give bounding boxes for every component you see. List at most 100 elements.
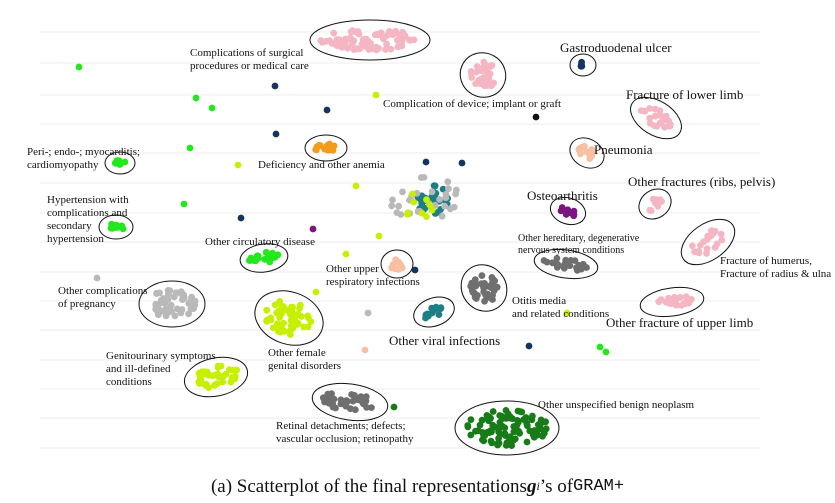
cluster-label: Other viral infections (389, 333, 500, 348)
data-point (502, 432, 509, 439)
cluster-label-line: respiratory infections (326, 276, 420, 288)
data-point (328, 39, 336, 47)
outlier-point (234, 161, 242, 169)
data-point (422, 314, 429, 322)
data-point (271, 301, 279, 309)
data-point (517, 408, 524, 416)
data-point (430, 306, 438, 314)
data-point (537, 416, 545, 424)
data-point (474, 427, 482, 435)
data-point (489, 278, 497, 285)
data-point (395, 265, 402, 273)
data-point (426, 201, 434, 209)
cluster-label: Other female genital disorders (268, 347, 341, 372)
cluster-ellipse (459, 52, 507, 98)
data-point (281, 305, 289, 313)
data-point (478, 272, 486, 279)
outlier-point (323, 106, 331, 114)
data-point (689, 242, 696, 250)
data-point (214, 370, 222, 378)
data-point (482, 80, 489, 87)
data-point (202, 381, 209, 389)
data-point (348, 41, 356, 48)
cluster-ellipse (413, 296, 455, 328)
data-point (468, 279, 476, 287)
outlier-point (192, 94, 200, 102)
data-point (287, 322, 295, 330)
data-point (166, 287, 174, 294)
cluster-label: Other hereditary, degenerative nervous sy… (518, 233, 640, 256)
cluster-label: Other complications of pregnancy (58, 285, 148, 310)
cluster-ellipse (569, 53, 597, 77)
data-point (481, 64, 488, 72)
data-point (586, 155, 594, 163)
outlier-point (602, 348, 610, 356)
data-point (488, 428, 495, 436)
data-point (399, 188, 406, 196)
cluster-ellipse (309, 19, 431, 61)
outlier-point (458, 159, 466, 167)
data-point (421, 204, 429, 212)
outlier-point (372, 91, 380, 99)
data-point (361, 42, 369, 50)
cluster-labels: Complications of surgical procedures or m… (27, 40, 831, 445)
cluster-label-line: of pregnancy (58, 298, 116, 310)
data-point (528, 416, 536, 424)
cluster-ellipse (183, 356, 249, 398)
data-point (342, 35, 349, 43)
data-point (717, 230, 725, 238)
grid-lines (40, 31, 760, 449)
data-point (467, 416, 475, 423)
data-point (435, 311, 443, 318)
data-point (496, 412, 504, 419)
data-point (231, 375, 239, 383)
cluster-label-line: Other upper (326, 263, 379, 275)
data-point (305, 314, 312, 322)
cluster-label-line: Other female (268, 347, 326, 359)
data-point (368, 404, 375, 411)
cluster-label-line: Retinal detachments; defects; (276, 420, 406, 432)
cluster-ellipse (311, 382, 389, 422)
data-point (488, 439, 496, 447)
data-point (217, 362, 225, 370)
cluster-outlines (98, 19, 736, 456)
data-point (707, 232, 715, 240)
data-point (330, 395, 338, 403)
outlier-point (272, 130, 280, 138)
data-point (383, 40, 390, 48)
data-point (523, 420, 531, 427)
outlier-point (93, 274, 101, 282)
data-point (557, 207, 565, 215)
data-point (389, 196, 396, 204)
data-point (478, 416, 486, 424)
data-point (394, 36, 401, 44)
data-point (442, 190, 450, 198)
outlier-point (361, 346, 369, 354)
data-point (480, 437, 488, 445)
cluster-ellipse (639, 286, 705, 318)
data-point (651, 105, 659, 113)
data-point (570, 207, 578, 215)
cluster-label-line: complications and (47, 207, 128, 219)
data-point (170, 293, 178, 301)
cluster-label-line: Fracture of humerus, (720, 255, 812, 267)
cluster-label: Retinal detachments; defects; vascular oc… (276, 420, 414, 445)
data-point (397, 211, 405, 218)
data-point (350, 46, 358, 53)
data-point (401, 32, 409, 39)
data-point (355, 30, 363, 38)
cluster-label-line: Fracture of radius & ulna (720, 268, 831, 280)
data-point (566, 262, 574, 270)
cluster-ellipse (138, 280, 206, 328)
data-point (565, 208, 572, 216)
data-point (388, 202, 396, 210)
data-point (652, 196, 660, 204)
data-point (641, 107, 649, 115)
data-point (512, 428, 519, 435)
cluster-ellipse (630, 96, 682, 140)
outlier-point (237, 214, 245, 222)
outlier-point (208, 104, 216, 112)
cluster-label-line: and ill-defined (106, 363, 171, 375)
cluster-label-line: secondary (47, 220, 92, 232)
outlier-point (271, 82, 279, 90)
